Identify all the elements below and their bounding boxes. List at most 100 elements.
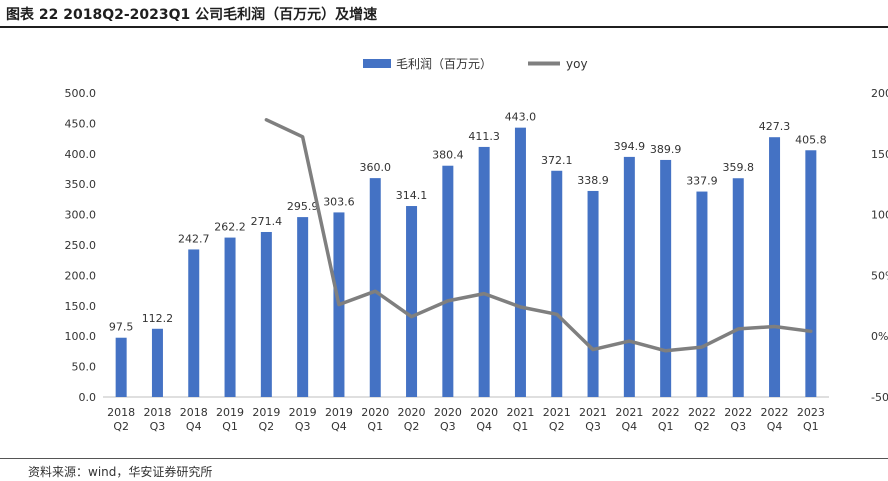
x-tick-label-year: 2019 (216, 406, 244, 419)
bar-data-label: 380.4 (432, 149, 464, 162)
bar-data-label: 271.4 (251, 215, 283, 228)
x-tick-label-quarter: Q1 (513, 420, 529, 433)
bar-data-label: 262.2 (214, 221, 246, 234)
bar-data-label: 303.6 (323, 195, 355, 208)
x-tick-label-quarter: Q1 (658, 420, 674, 433)
bar-data-label: 295.9 (287, 200, 319, 213)
x-tick-label-quarter: Q4 (767, 420, 783, 433)
y-right-tick-label: 150% (871, 148, 888, 161)
yoy-point (338, 303, 340, 306)
y-right-tick-label: 50% (871, 269, 888, 282)
x-tick-label-quarter: Q2 (694, 420, 710, 433)
bar (551, 170, 563, 397)
x-tick-label-year: 2021 (579, 406, 607, 419)
yoy-point (628, 340, 631, 342)
bar (732, 178, 744, 397)
x-tick-label-year: 2018 (143, 406, 171, 419)
x-tick-label-quarter: Q1 (367, 420, 383, 433)
x-tick-label-quarter: Q4 (622, 420, 638, 433)
y-right-tick-label: 0% (871, 330, 888, 343)
yoy-point (447, 300, 449, 302)
x-tick-label-year: 2021 (506, 406, 534, 419)
yoy-point (810, 330, 812, 333)
bar-data-label: 314.1 (396, 189, 428, 202)
x-tick-label-quarter: Q1 (803, 420, 819, 433)
bar (151, 328, 163, 397)
x-tick-label-year: 2019 (325, 406, 353, 419)
legend-bar-label: 毛利润（百万元） (396, 57, 492, 71)
y-left-tick-label: 300.0 (65, 209, 97, 222)
bar-data-label: 389.9 (650, 143, 682, 156)
title-divider (0, 26, 888, 28)
x-tick-label-quarter: Q2 (259, 420, 275, 433)
bar (442, 165, 454, 397)
page-title: 图表 22 2018Q2-2023Q1 公司毛利润（百万元）及增速 (6, 7, 378, 23)
bar (224, 237, 236, 397)
x-tick-label-year: 2018 (107, 406, 135, 419)
y-left-tick-label: 150.0 (65, 300, 97, 313)
bar-data-label: 360.0 (360, 161, 392, 174)
x-tick-label-year: 2019 (252, 406, 280, 419)
x-tick-label-quarter: Q4 (476, 420, 492, 433)
source-note: 资料来源：wind，华安证券研究所 (28, 465, 213, 479)
bar-data-label: 97.5 (109, 321, 134, 334)
bar (115, 337, 127, 397)
bar (514, 127, 526, 397)
yoy-point (664, 349, 667, 352)
yoy-point (701, 346, 703, 348)
x-tick-label-quarter: Q3 (150, 420, 166, 433)
y-left-tick-label: 350.0 (65, 178, 97, 191)
bar (188, 249, 200, 397)
bar-data-label: 338.9 (577, 174, 609, 187)
footer-divider (0, 458, 888, 459)
bar-data-label: 242.7 (178, 232, 210, 245)
x-tick-label-quarter: Q1 (222, 420, 238, 433)
y-left-tick-label: 100.0 (65, 330, 97, 343)
bar (297, 217, 309, 397)
bar-data-label: 394.9 (614, 140, 646, 153)
bar-data-label: 372.1 (541, 154, 573, 167)
y-right-tick-label: 200% (871, 87, 888, 100)
y-left-tick-label: 450.0 (65, 117, 97, 130)
y-left-tick-label: 500.0 (65, 87, 97, 100)
x-tick-label-year: 2022 (761, 406, 789, 419)
bar (406, 206, 418, 397)
x-tick-label-quarter: Q2 (549, 420, 565, 433)
yoy-point (555, 313, 558, 316)
x-tick-label-year: 2018 (180, 406, 208, 419)
bar (260, 231, 272, 397)
yoy-point (301, 135, 304, 138)
yoy-series-line (264, 118, 813, 353)
x-tick-label-year: 2020 (361, 406, 389, 419)
x-tick-label-quarter: Q3 (730, 420, 746, 433)
legend-bar-swatch (363, 59, 391, 68)
x-tick-label-year: 2020 (434, 406, 462, 419)
bar (587, 190, 599, 397)
x-tick-label-year: 2022 (688, 406, 716, 419)
y-left-tick-label: 0.0 (79, 391, 97, 404)
x-tick-label-quarter: Q4 (186, 420, 202, 433)
x-tick-label-year: 2021 (615, 406, 643, 419)
bar (660, 159, 672, 397)
y-right-tick-label: 100% (871, 209, 888, 222)
y-left-tick-label: 50.0 (72, 361, 97, 374)
bar (369, 178, 381, 397)
x-tick-label-quarter: Q4 (331, 420, 347, 433)
x-tick-label-quarter: Q2 (404, 420, 420, 433)
yoy-point (265, 118, 268, 121)
yoy-point (737, 328, 740, 330)
bar-data-label: 112.2 (142, 312, 174, 325)
bar-data-label: 427.3 (759, 120, 791, 133)
bar-data-label: 411.3 (468, 130, 500, 143)
x-tick-label-quarter: Q3 (585, 420, 601, 433)
x-tick-label-year: 2022 (652, 406, 680, 419)
bar (696, 191, 708, 397)
yoy-point (483, 292, 485, 295)
y-left-tick-label: 400.0 (65, 148, 97, 161)
bar-data-label: 337.9 (686, 175, 718, 188)
bar-data-label: 405.8 (795, 133, 827, 146)
x-tick-label-year: 2023 (797, 406, 825, 419)
bar-data-label: 359.8 (723, 161, 755, 174)
x-tick-label-quarter: Q3 (440, 420, 456, 433)
